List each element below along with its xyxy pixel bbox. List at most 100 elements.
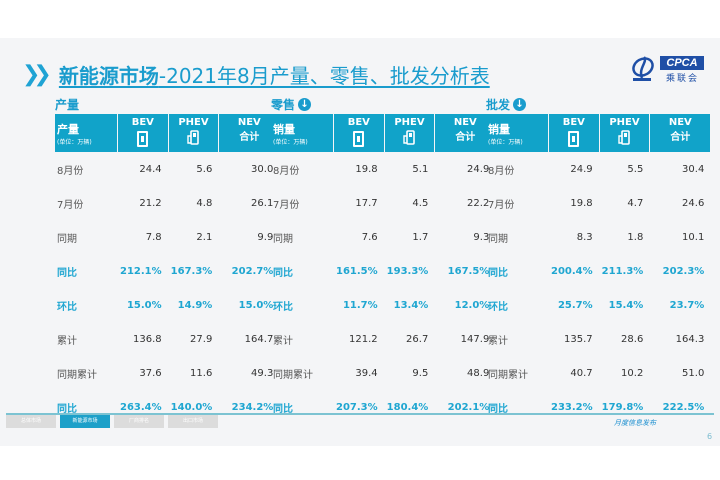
bev-value: 7.6 — [361, 232, 378, 243]
footer-tab-0[interactable]: 总体市场 — [6, 415, 56, 428]
battery-icon — [568, 131, 580, 147]
nev-total-label: 合计 — [670, 132, 691, 143]
logo-subtitle: 乘联会 — [666, 74, 700, 84]
data-panel-0: 产量 产量 (单位：万辆) BEV PHEV — [55, 96, 280, 425]
table-row: 同比 233.2% 179.8% 222.5% — [486, 391, 710, 424]
unit-label: (单位：万辆) — [273, 138, 308, 146]
row-label: 同期累计 — [273, 370, 313, 381]
nev-value: 202.3% — [662, 266, 705, 277]
header-label: 销量 — [273, 122, 295, 136]
table-row: 同比 200.4% 211.3% 202.3% — [486, 255, 710, 288]
bev-value: 17.7 — [355, 198, 378, 209]
arrow-down-circle-icon[interactable]: ↓ — [513, 97, 527, 111]
header-label-cell: 销量 (单位：万辆) — [486, 114, 548, 152]
row-label: 同比 — [57, 268, 77, 279]
slide: ❯❯ 新能源市场-2021年8月产量、零售、批发分析表 CPCA 乘联会 产量 … — [0, 38, 720, 446]
nev-label: NEV — [237, 117, 261, 128]
table-row: 同比 207.3% 180.4% 202.1% — [271, 391, 495, 424]
table-row: 同期 7.6 1.7 9.3 — [271, 221, 495, 254]
bev-label: BEV — [131, 117, 154, 128]
phev-value: 5.1 — [412, 164, 429, 175]
row-label: 8月份 — [488, 166, 515, 177]
table-row: 7月份 17.7 4.5 22.2 — [271, 187, 495, 220]
nev-value: 202.7% — [231, 266, 274, 277]
arrow-down-circle-icon[interactable]: ↓ — [298, 97, 312, 111]
footer-tab-2[interactable]: 厂商排名 — [114, 415, 164, 428]
header-bev: BEV — [118, 114, 168, 152]
bev-value: 39.4 — [355, 368, 378, 379]
table-row: 同比 161.5% 193.3% 167.5% — [271, 255, 495, 288]
battery-icon — [137, 131, 149, 147]
bev-value: 200.4% — [551, 266, 593, 277]
logo-badge: CPCA — [660, 56, 704, 70]
row-label: 同比 — [488, 404, 508, 415]
bev-value: 121.2 — [349, 334, 378, 345]
nev-value: 12.0% — [454, 300, 490, 311]
unit-label: (单位：万辆) — [488, 138, 523, 146]
table-header-row: 产量 (单位：万辆) BEV PHEV — [55, 114, 280, 152]
table-row: 同期 8.3 1.8 10.1 — [486, 221, 710, 254]
table-row: 8月份 19.8 5.1 24.9 — [271, 153, 495, 186]
table-row: 环比 15.0% 14.9% 15.0% — [55, 289, 279, 322]
panel-title: 产量 — [55, 96, 280, 112]
row-label: 7月份 — [57, 200, 84, 211]
panel-title: 零售 ↓ — [271, 96, 496, 112]
header-nev: NEV 合计 — [435, 114, 496, 152]
footer-tabs: 总体市场 新能源市场 厂商排名 出口市场 — [6, 415, 222, 428]
bev-value: 40.7 — [570, 368, 593, 379]
phev-value: 1.8 — [627, 232, 644, 243]
phev-label: PHEV — [609, 117, 640, 128]
footer-brand: 月度信息发布 — [610, 418, 660, 428]
row-label: 同期累计 — [488, 370, 528, 381]
footer-divider — [6, 413, 714, 415]
phev-value: 179.8% — [601, 402, 644, 413]
data-panel-2: 批发 ↓ 销量 (单位：万辆) BEV PHEV — [486, 96, 711, 425]
table-row: 8月份 24.9 5.5 30.4 — [486, 153, 710, 186]
phev-value: 211.3% — [601, 266, 644, 277]
page-number: 6 — [707, 432, 713, 441]
bev-value: 19.8 — [355, 164, 378, 175]
nev-label: NEV — [668, 117, 692, 128]
row-label: 8月份 — [273, 166, 300, 177]
footer-tab-3[interactable]: 出口市场 — [168, 415, 218, 428]
nev-value: 10.1 — [682, 232, 705, 243]
bev-value: 24.4 — [139, 164, 162, 175]
cpca-swirl-icon — [632, 56, 654, 81]
page-title: 新能源市场-2021年8月产量、零售、批发分析表 — [59, 60, 490, 89]
nev-value: 222.5% — [662, 402, 705, 413]
phev-label: PHEV — [394, 117, 425, 128]
phev-value: 4.5 — [412, 198, 429, 209]
bev-value: 233.2% — [551, 402, 593, 413]
footer-tab-1[interactable]: 新能源市场 — [60, 415, 110, 428]
phev-value: 9.5 — [412, 368, 429, 379]
nev-value: 24.6 — [682, 198, 705, 209]
phev-value: 5.5 — [627, 164, 644, 175]
phev-value: 11.6 — [190, 368, 213, 379]
row-label: 环比 — [57, 302, 77, 313]
nev-value: 30.4 — [682, 164, 705, 175]
header-bev: BEV — [334, 114, 384, 152]
row-label: 同期 — [57, 234, 77, 245]
row-label: 同期 — [273, 234, 293, 245]
title-bold: 新能源市场 — [58, 64, 159, 88]
nev-value: 147.9 — [460, 334, 490, 345]
table-header-row: 销量 (单位：万辆) BEV PHEV — [486, 114, 711, 152]
header-nev: NEV 合计 — [650, 114, 711, 152]
panel-title-text: 产量 — [55, 97, 80, 112]
nev-value: 48.9 — [467, 368, 490, 379]
header-nev: NEV 合计 — [219, 114, 280, 152]
row-label: 同期 — [488, 234, 508, 245]
bev-value: 135.7 — [564, 334, 593, 345]
nev-value: 49.3 — [251, 368, 274, 379]
table-row: 同期累计 37.6 11.6 49.3 — [55, 357, 279, 390]
cpca-logo: CPCA 乘联会 — [630, 52, 710, 86]
bev-value: 21.2 — [139, 198, 162, 209]
nev-value: 9.9 — [257, 232, 274, 243]
nev-value: 26.1 — [251, 198, 274, 209]
phev-value: 180.4% — [386, 402, 429, 413]
double-chevron-icon: ❯❯ — [22, 62, 52, 87]
charging-pump-icon — [187, 130, 200, 145]
table-row: 7月份 21.2 4.8 26.1 — [55, 187, 279, 220]
table-row: 同比 212.1% 167.3% 202.7% — [55, 255, 279, 288]
table-row: 7月份 19.8 4.7 24.6 — [486, 187, 710, 220]
